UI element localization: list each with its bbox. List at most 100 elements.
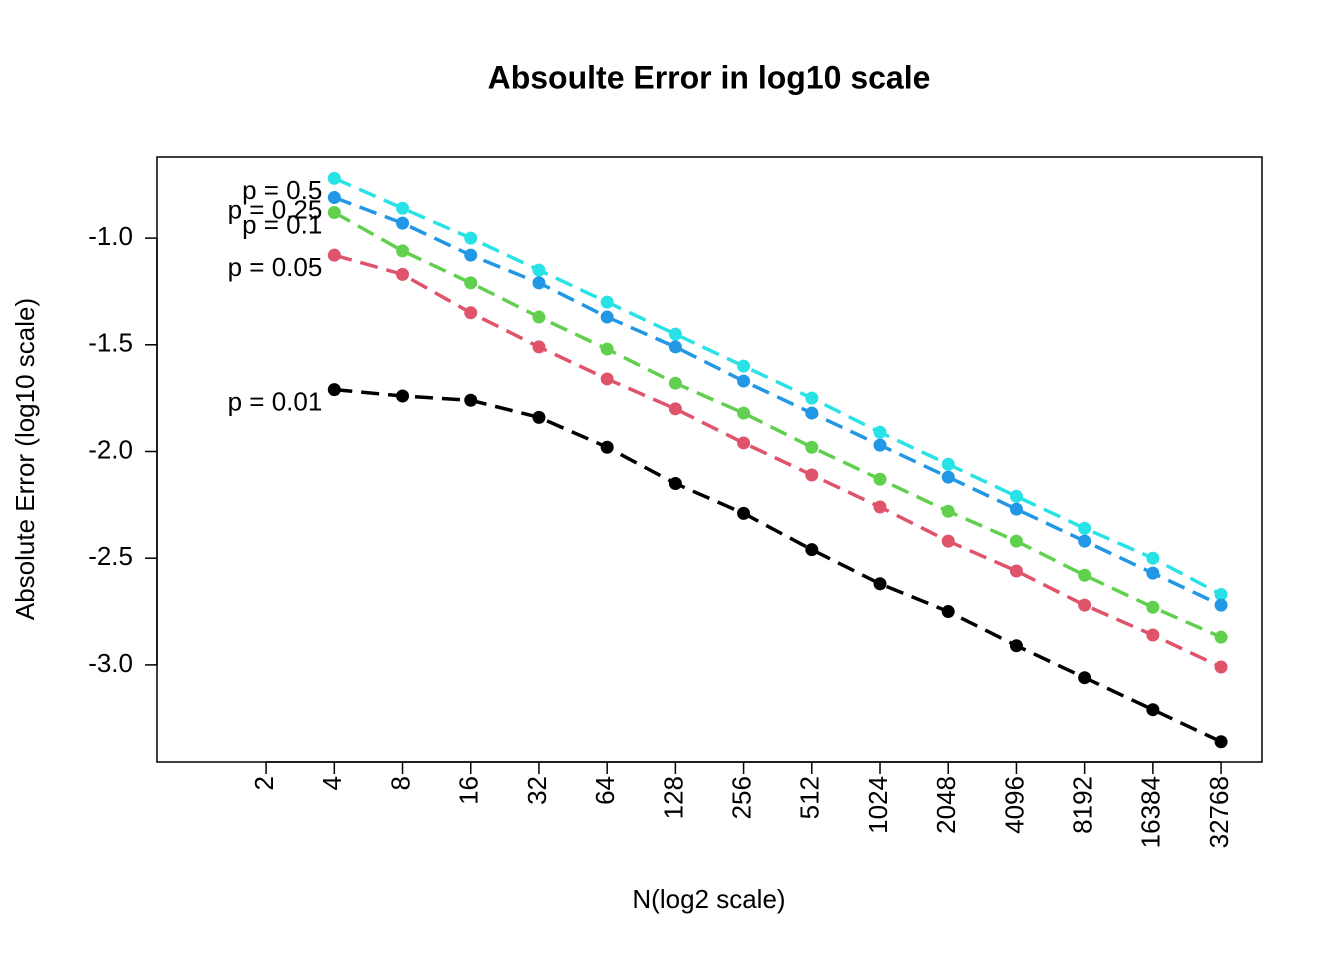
x-tick-label: 32 xyxy=(522,776,552,805)
point xyxy=(941,504,955,518)
point xyxy=(327,191,341,205)
point xyxy=(805,543,819,557)
point xyxy=(464,393,478,407)
x-tick-label: 128 xyxy=(658,776,688,819)
point xyxy=(600,372,614,386)
point xyxy=(1214,587,1228,601)
point xyxy=(873,438,887,452)
x-tick-label: 2 xyxy=(249,776,279,790)
point xyxy=(327,205,341,219)
x-tick-label: 256 xyxy=(726,776,756,819)
series-line xyxy=(333,253,1222,669)
point xyxy=(327,383,341,397)
y-tick-label: -2.0 xyxy=(88,434,133,464)
point xyxy=(737,436,751,450)
x-tick-label: 8 xyxy=(385,776,415,790)
point xyxy=(941,470,955,484)
point xyxy=(1214,598,1228,612)
x-tick-label: 2048 xyxy=(931,776,961,834)
x-tick-label: 16 xyxy=(454,776,484,805)
point xyxy=(668,477,682,491)
series-line xyxy=(334,387,1222,744)
series-label: p = 0.5 xyxy=(242,175,322,205)
point xyxy=(600,310,614,324)
x-tick-label: 4096 xyxy=(999,776,1029,834)
chart-title: Absoulte Error in log10 scale xyxy=(488,59,931,95)
point xyxy=(327,171,341,185)
point xyxy=(532,410,546,424)
point xyxy=(1146,628,1160,642)
point xyxy=(668,402,682,416)
point xyxy=(600,342,614,356)
point xyxy=(668,327,682,341)
series-label: p = 0.1 xyxy=(242,209,322,239)
point xyxy=(1078,598,1092,612)
point xyxy=(1214,660,1228,674)
series-line xyxy=(333,176,1222,597)
point xyxy=(1146,551,1160,565)
point xyxy=(1009,502,1023,516)
point xyxy=(805,468,819,482)
point xyxy=(1009,564,1023,578)
point xyxy=(1009,534,1023,548)
x-tick-label: 64 xyxy=(590,776,620,805)
x-tick-label: 1024 xyxy=(863,776,893,834)
point xyxy=(396,216,410,230)
series-label: p = 0.25 xyxy=(228,194,323,224)
point xyxy=(737,406,751,420)
point xyxy=(941,605,955,619)
point xyxy=(668,340,682,354)
point xyxy=(873,425,887,439)
series-line xyxy=(333,195,1222,607)
point xyxy=(396,267,410,281)
point xyxy=(668,376,682,390)
y-tick-label: -1.5 xyxy=(88,328,133,358)
point xyxy=(532,263,546,277)
point xyxy=(1214,630,1228,644)
point xyxy=(1078,671,1092,685)
point xyxy=(532,340,546,354)
point xyxy=(805,406,819,420)
point xyxy=(1146,566,1160,580)
point xyxy=(1009,489,1023,503)
point xyxy=(532,276,546,290)
point xyxy=(1078,521,1092,535)
point xyxy=(1214,735,1228,749)
point xyxy=(873,500,887,514)
y-tick-label: -1.0 xyxy=(88,221,133,251)
point xyxy=(464,306,478,320)
y-axis-label: Absolute Error (log10 scale) xyxy=(10,298,40,620)
point xyxy=(600,440,614,454)
point xyxy=(805,440,819,454)
point xyxy=(873,577,887,591)
point xyxy=(737,374,751,388)
x-tick-label: 4 xyxy=(317,776,347,790)
point xyxy=(464,231,478,245)
series-line xyxy=(333,210,1222,639)
x-tick-label: 8192 xyxy=(1068,776,1098,834)
point xyxy=(1146,600,1160,614)
x-axis-label: N(log2 scale) xyxy=(632,884,785,914)
point xyxy=(396,389,410,403)
point xyxy=(1078,534,1092,548)
x-tick-label: 512 xyxy=(795,776,825,819)
point xyxy=(600,295,614,309)
point xyxy=(941,534,955,548)
point xyxy=(805,391,819,405)
point xyxy=(1078,568,1092,582)
series-label: p = 0.01 xyxy=(228,386,323,416)
point xyxy=(1146,703,1160,717)
point xyxy=(737,359,751,373)
point xyxy=(941,457,955,471)
point xyxy=(737,506,751,520)
point xyxy=(464,248,478,262)
y-tick-label: -3.0 xyxy=(88,648,133,678)
point xyxy=(873,472,887,486)
x-tick-label: 16384 xyxy=(1136,776,1166,848)
point xyxy=(1009,639,1023,653)
point xyxy=(464,276,478,290)
x-tick-label: 32768 xyxy=(1204,776,1234,848)
point xyxy=(532,310,546,324)
point xyxy=(396,201,410,215)
